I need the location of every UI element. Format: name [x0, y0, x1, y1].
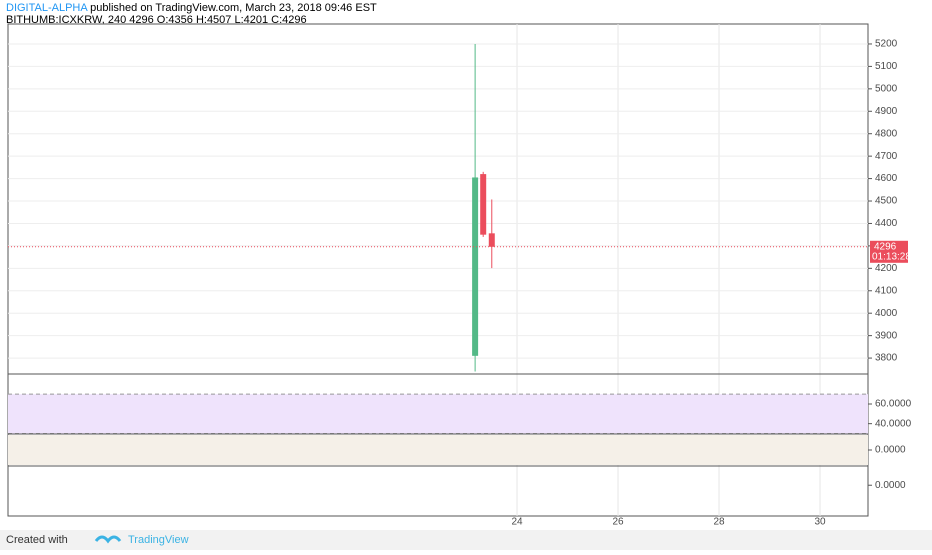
y-tick-label: 4200 [875, 263, 898, 274]
footer-brand[interactable]: TradingView [128, 534, 189, 546]
x-tick-label: 28 [713, 517, 725, 528]
y-tick-label: 0.0000 [875, 445, 906, 456]
x-tick-label: 30 [814, 517, 826, 528]
brand-logo [94, 535, 122, 544]
y-tick-label: 5100 [875, 61, 898, 72]
symbol-line: BITHUMB:ICXKRW, 240 4296 O:4356 H:4507 L… [6, 14, 307, 26]
grid: 2426283038003900400041004200430044004500… [8, 24, 912, 528]
rsi-band [8, 394, 868, 434]
x-tick-label: 26 [612, 517, 624, 528]
author[interactable]: DIGITAL-ALPHA [6, 2, 88, 14]
y-tick-label: 4800 [875, 128, 898, 139]
y-tick-label: 4000 [875, 308, 898, 319]
y-tick-label: 4100 [875, 285, 898, 296]
y-tick-label: 0.0000 [875, 480, 906, 491]
y-tick-label: 4400 [875, 218, 898, 229]
pane-band [8, 435, 868, 465]
candle-body [488, 233, 495, 247]
bar-timer: 01:13:28 [872, 251, 911, 262]
published: published on TradingView.com, March 23, … [87, 2, 377, 14]
y-tick-label: 3800 [875, 353, 898, 364]
y-tick-label: 40.0000 [875, 418, 912, 429]
y-tick-label: 60.0000 [875, 399, 912, 410]
y-tick-label: 3900 [875, 330, 898, 341]
chart-frame [7, 23, 869, 517]
candle-body [472, 177, 479, 356]
footer-bar [0, 530, 932, 550]
y-tick-label: 4900 [875, 106, 898, 117]
y-tick-label: 4500 [875, 196, 898, 207]
y-tick-label: 4600 [875, 173, 898, 184]
y-tick-label: 4700 [875, 151, 898, 162]
footer-created: Created with [6, 534, 68, 546]
x-tick-label: 24 [511, 517, 523, 528]
header-line: DIGITAL-ALPHA published on TradingView.c… [6, 2, 377, 14]
last-price-badge [870, 240, 908, 263]
y-tick-label: 5000 [875, 83, 898, 94]
last-price-label: 4296 [874, 241, 897, 252]
candle-body [480, 174, 487, 235]
y-tick-label: 5200 [875, 39, 898, 50]
